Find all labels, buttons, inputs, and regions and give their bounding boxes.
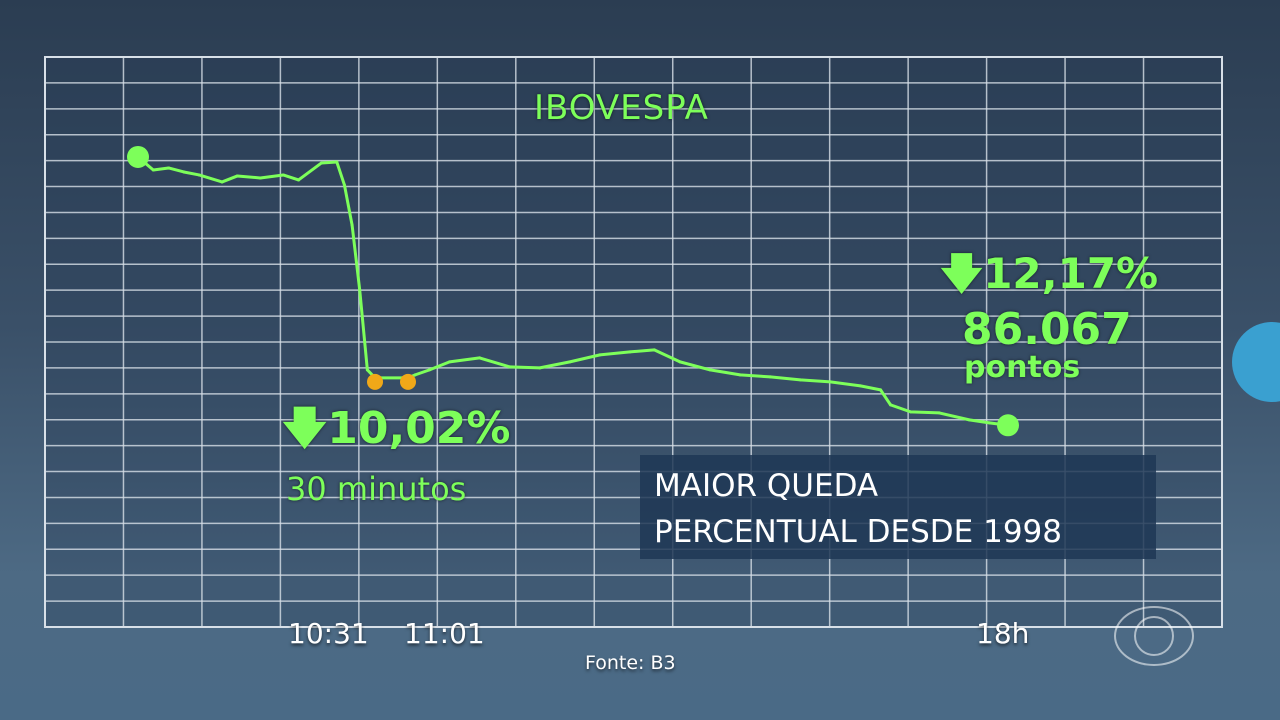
data-point [708,368,712,372]
halt-duration-label: 30 minutos [286,470,467,508]
arrow-down-icon: 🡇 [282,403,328,454]
globo-logo [1114,606,1194,666]
data-point [798,378,802,382]
data-point [967,418,971,422]
data-point [987,421,991,425]
close-points-unit: pontos [964,350,1081,385]
note-line-1: MAIOR QUEDA [654,468,879,504]
halt-marker [367,373,383,390]
data-point [738,373,742,377]
data-point [220,180,224,184]
data-point [167,166,171,170]
chart-grid [44,56,1223,628]
data-point [350,223,354,227]
data-point [358,288,362,292]
data-point [365,368,369,372]
note-box: MAIOR QUEDA PERCENTUAL DESDE 1998 [640,455,1156,559]
source-label: Fonte: B3 [585,652,676,674]
data-point [768,375,772,379]
halt-marker [400,373,416,390]
arrow-down-icon: 🡇 [940,249,984,298]
data-point [538,366,542,370]
data-point [197,173,201,177]
data-point [427,368,431,372]
data-point [889,403,893,407]
data-point [182,170,186,174]
data-point [909,410,913,414]
data-point [448,360,452,364]
data-point [508,365,512,369]
close-change-label: 🡇12,17% [940,249,1159,298]
data-point [235,174,239,178]
data-point [258,176,262,180]
series-line [137,155,1009,427]
data-point [828,380,832,384]
chart-title: IBOVESPA [534,88,709,128]
data-point [342,183,346,187]
close-points-value: 86.067 [962,304,1132,355]
data-point [678,360,682,364]
data-point [151,168,155,172]
halt-change-label: 🡇10,02% [282,403,511,454]
data-point [281,173,285,177]
data-point [652,348,656,352]
data-point [568,360,572,364]
data-point [628,350,632,354]
end-marker [997,414,1019,437]
data-point [319,161,323,165]
data-point [478,356,482,360]
data-point [297,178,301,182]
data-point [937,411,941,415]
x-tick-label: 11:01 [404,617,485,650]
data-point [879,388,883,392]
start-marker [127,145,149,168]
data-point [598,353,602,357]
data-point [413,373,417,377]
x-tick-label: 18h [976,617,1030,650]
data-point [335,160,339,164]
note-line-2: PERCENTUAL DESDE 1998 [654,514,1062,550]
x-tick-label: 10:31 [288,617,369,650]
data-point [859,384,863,388]
